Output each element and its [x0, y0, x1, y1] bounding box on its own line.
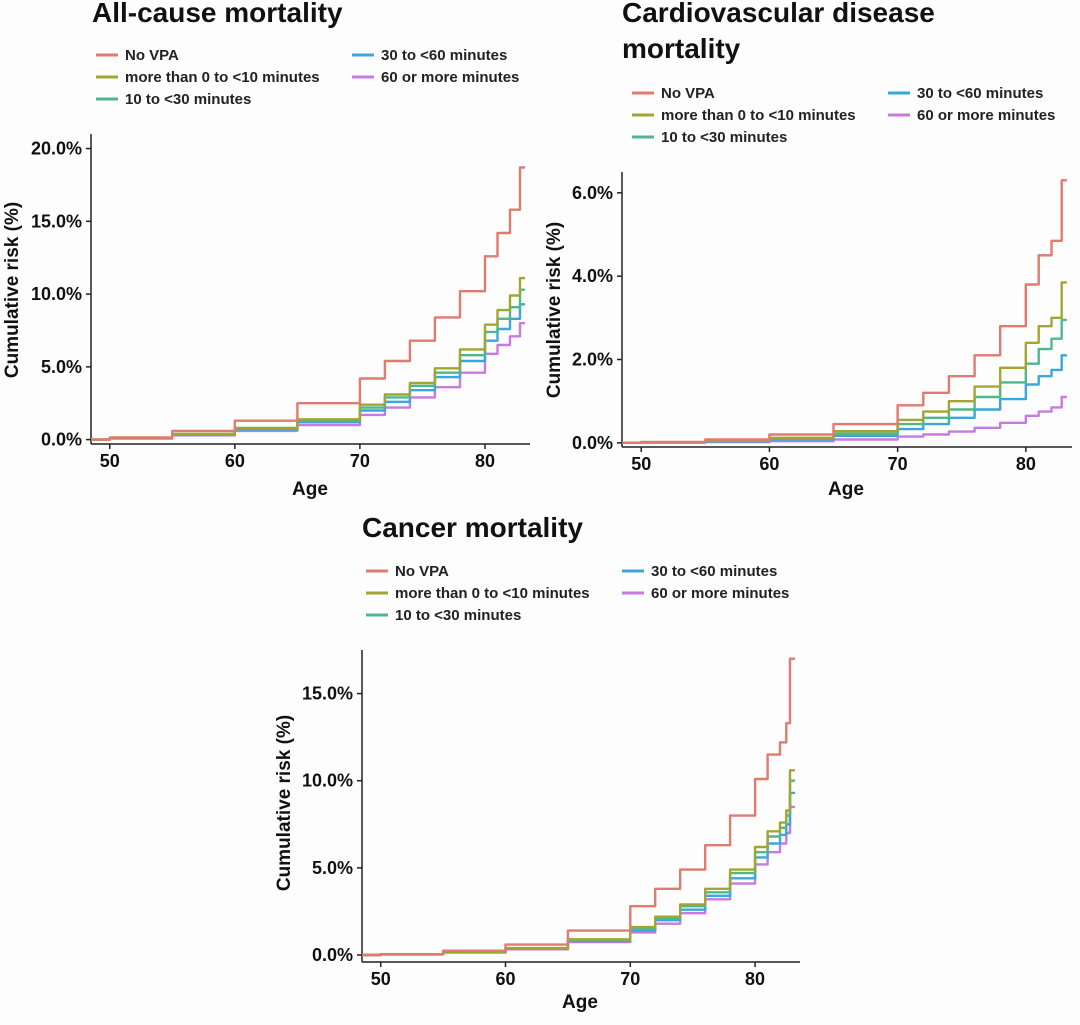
legend-label-10-lt30: 10 to <30 minutes — [661, 129, 787, 146]
legend-label-no-vpa: No VPA — [661, 85, 715, 102]
legend-label-gt0-lt10: more than 0 to <10 minutes — [395, 585, 590, 602]
legend-label-60plus: 60 or more minutes — [917, 107, 1055, 124]
x-tick-label: 60 — [225, 451, 245, 471]
legend-label-10-lt30: 10 to <30 minutes — [125, 91, 251, 108]
y-tick-label: 20.0% — [31, 139, 82, 159]
x-tick-label: 50 — [631, 454, 651, 474]
y-tick-label: 10.0% — [302, 771, 353, 791]
y-tick-label: 2.0% — [572, 350, 613, 370]
x-axis-label: Age — [828, 479, 864, 500]
legend-label-30-lt60: 30 to <60 minutes — [381, 47, 507, 64]
panel-cvd: Cardiovascular disease mortality No VPA m… — [544, 0, 1072, 500]
legend: No VPA more than 0 to <10 minutes 10 to … — [632, 85, 1055, 146]
title-line-1: Cardiovascular disease — [622, 0, 935, 28]
legend-label-no-vpa: No VPA — [395, 563, 449, 580]
legend-label-30-lt60: 30 to <60 minutes — [917, 85, 1043, 102]
y-tick-label: 4.0% — [572, 266, 613, 286]
series-line-more-than-0-to-10-minutes — [91, 276, 525, 441]
legend: No VPA more than 0 to <10 minutes 10 to … — [366, 563, 789, 624]
x-axis-label: Age — [292, 479, 328, 500]
panel-all-cause: All-cause mortality No VPA more than 0 t… — [2, 0, 530, 500]
series-line-more-than-0-to-10-minutes — [622, 281, 1067, 444]
x-tick-label: 60 — [759, 454, 779, 474]
chart-title: Cardiovascular disease mortality — [622, 0, 935, 64]
y-axis-label: Cumulative risk (%) — [2, 202, 23, 378]
legend-label-10-lt30: 10 to <30 minutes — [395, 607, 521, 624]
y-tick-label: 5.0% — [41, 357, 82, 377]
y-tick-label: 0.0% — [572, 433, 613, 453]
series-line-10-to-30-minutes — [362, 779, 795, 957]
chart-title: Cancer mortality — [362, 512, 583, 543]
panel-cancer: Cancer mortality No VPA more than 0 to <… — [274, 512, 800, 1013]
x-tick-label: 50 — [371, 969, 391, 989]
x-tick-label: 80 — [745, 969, 765, 989]
title-line-2: mortality — [622, 33, 741, 64]
legend: No VPA more than 0 to <10 minutes 10 to … — [96, 47, 519, 108]
y-axis-label: Cumulative risk (%) — [544, 222, 565, 398]
series-lines — [622, 179, 1067, 444]
y-tick-label: 15.0% — [31, 211, 82, 231]
series-line-no-vpa — [362, 657, 795, 957]
x-tick-label: 80 — [1016, 454, 1036, 474]
x-tick-label: 50 — [100, 451, 120, 471]
legend-label-gt0-lt10: more than 0 to <10 minutes — [125, 69, 320, 86]
axes: 50 60 70 80 0.0% 2.0% 4.0% 6.0% — [572, 172, 1072, 474]
y-tick-label: 0.0% — [312, 945, 353, 965]
chart-title: All-cause mortality — [92, 0, 343, 28]
x-tick-label: 60 — [495, 969, 515, 989]
x-tick-label: 70 — [620, 969, 640, 989]
legend-label-60plus: 60 or more minutes — [381, 69, 519, 86]
axes: 50 60 70 80 0.0% 5.0% 10.0% 15.0% 20.0% — [31, 134, 530, 471]
x-tick-label: 80 — [475, 451, 495, 471]
y-tick-label: 6.0% — [572, 183, 613, 203]
y-tick-label: 15.0% — [302, 684, 353, 704]
series-line-no-vpa — [91, 166, 525, 441]
x-axis-label: Age — [562, 992, 598, 1013]
legend-label-30-lt60: 30 to <60 minutes — [651, 563, 777, 580]
legend-label-gt0-lt10: more than 0 to <10 minutes — [661, 107, 856, 124]
x-tick-label: 70 — [888, 454, 908, 474]
legend-label-no-vpa: No VPA — [125, 47, 179, 64]
legend-label-60plus: 60 or more minutes — [651, 585, 789, 602]
series-lines — [362, 657, 795, 957]
y-tick-label: 0.0% — [41, 430, 82, 450]
y-axis-label: Cumulative risk (%) — [274, 715, 295, 891]
y-tick-label: 10.0% — [31, 284, 82, 304]
axes: 50 60 70 80 0.0% 5.0% 10.0% 15.0% — [302, 650, 800, 989]
y-tick-label: 5.0% — [312, 858, 353, 878]
series-lines — [91, 166, 525, 441]
series-line-more-than-0-to-10-minutes — [362, 769, 795, 957]
series-line-no-vpa — [622, 179, 1067, 444]
x-tick-label: 70 — [350, 451, 370, 471]
